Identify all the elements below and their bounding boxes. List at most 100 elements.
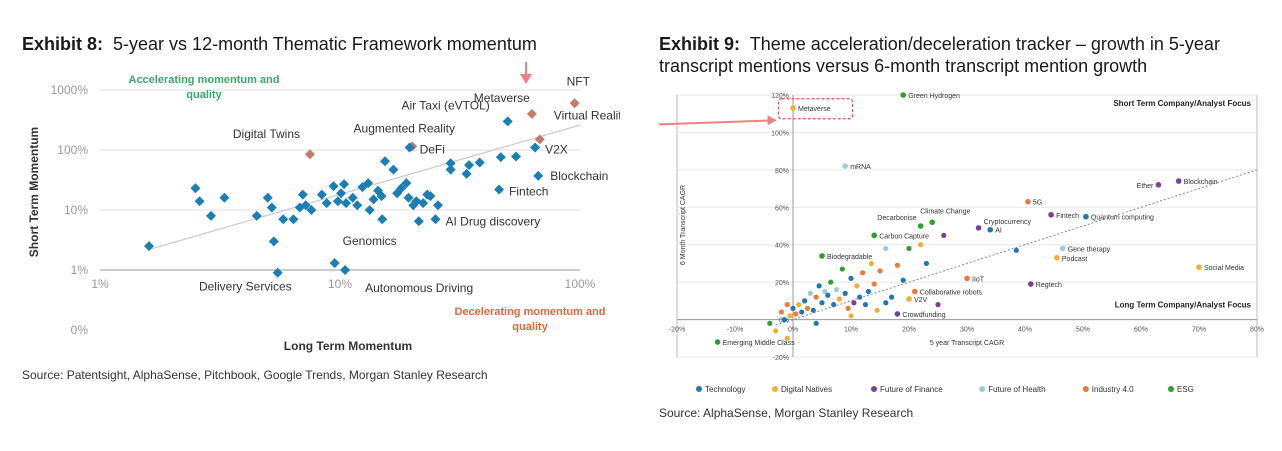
exhibit9-label: Exhibit 9: — [659, 34, 741, 54]
quadrant-label-accelerating-line2: quality — [186, 89, 222, 101]
legend-label-future-of-finance: Future of Finance — [880, 385, 943, 394]
data-label-emerging-middle-class: Emerging Middle Class — [723, 340, 795, 347]
data-label-defi: DeFi — [420, 143, 445, 157]
data-point — [1013, 247, 1019, 253]
data-point — [510, 151, 521, 162]
data-point — [339, 179, 350, 190]
legend-marker-future-of-finance — [871, 386, 877, 392]
data-point — [941, 232, 947, 238]
data-point — [839, 266, 845, 272]
data-point-virtual-reality — [534, 134, 545, 145]
y-axis-title: Short Term Momentum — [27, 127, 41, 257]
data-point — [857, 294, 863, 300]
data-point — [316, 189, 327, 200]
data-label-fintech: Fintech — [509, 184, 548, 198]
data-point-iiot — [964, 275, 970, 282]
exhibit8-source: Source: Patentsight, AlphaSense, Pitchbo… — [22, 368, 488, 382]
data-label-green-hydrogen: Green Hydrogen — [908, 93, 960, 100]
data-label-metaverse: Metaverse — [798, 106, 831, 113]
data-point — [862, 302, 869, 308]
data-point-quantum-computing — [1083, 213, 1089, 220]
legend-marker-esg — [1168, 386, 1174, 392]
y-tick-label: 120% — [771, 93, 789, 100]
data-point — [445, 158, 456, 169]
exhibit8-title-text: 5-year vs 12-month Thematic Framework mo… — [113, 34, 537, 54]
data-point — [432, 200, 443, 211]
data-point-autonomous-driving — [340, 265, 351, 275]
data-point — [883, 300, 889, 306]
data-point — [262, 192, 273, 203]
x-tick-label: 10% — [844, 327, 858, 334]
data-point — [796, 302, 802, 308]
corner-label-short-term: Short Term Company/Analyst Focus — [1113, 99, 1251, 108]
data-label-delivery-services: Delivery Services — [199, 280, 292, 294]
data-point — [807, 290, 813, 296]
data-point-social-media — [1196, 264, 1202, 270]
data-point — [845, 305, 851, 311]
legend-label-industry-4-0: Industry 4.0 — [1092, 385, 1134, 394]
data-point-carbon-capture — [871, 232, 877, 239]
data-point — [923, 260, 929, 267]
data-point — [767, 320, 773, 326]
data-point — [906, 245, 912, 252]
data-label-ai-drug-discovery: AI Drug discovery — [446, 214, 541, 228]
exhibit9-panel: Exhibit 9: Theme acceleration/decelerati… — [640, 0, 1282, 451]
data-point — [495, 152, 506, 163]
data-point-climate-change — [929, 219, 935, 226]
data-label-decarbonise: Decarbonise — [877, 215, 916, 222]
data-label-v2x: V2X — [545, 143, 568, 157]
data-point — [336, 188, 347, 199]
x-tick-label: 1% — [91, 277, 109, 291]
data-point — [816, 283, 822, 289]
data-label-v2v: V2V — [914, 297, 928, 304]
exhibit8-panel: Exhibit 8: 5-year vs 12-month Thematic F… — [0, 0, 620, 451]
data-label-ether: Ether — [1137, 183, 1154, 190]
data-label-gene-therapy: Gene therapy — [1068, 246, 1111, 253]
data-point — [474, 157, 485, 168]
data-point — [778, 309, 784, 315]
exhibit9-chart: -20%0%20%40%60%80%100%120%-20%-10%0%10%2… — [659, 92, 1264, 394]
data-label-air-taxi-evtol: Air Taxi (eVTOL) — [402, 98, 490, 112]
data-point — [854, 283, 860, 289]
data-point-mrna — [842, 163, 848, 169]
data-point — [773, 328, 779, 334]
data-point-v2x — [530, 142, 541, 153]
data-point — [793, 311, 799, 317]
data-point — [784, 302, 790, 308]
data-label-digital-twins: Digital Twins — [233, 127, 300, 141]
data-point — [871, 281, 877, 287]
data-point — [851, 300, 857, 306]
data-label-genomics: Genomics — [343, 234, 397, 248]
data-point-regtech — [1028, 281, 1034, 287]
data-point — [833, 287, 840, 293]
x-tick-label: 70% — [1192, 327, 1206, 334]
data-label-climate-change: Climate Change — [920, 208, 970, 215]
data-point-decarbonise — [917, 223, 924, 229]
x-axis-title: Long Term Momentum — [284, 339, 412, 353]
data-point-biodegradable — [819, 253, 825, 259]
legend-marker-industry-4-0 — [1082, 386, 1089, 392]
data-point — [194, 196, 205, 207]
data-point — [268, 236, 279, 247]
data-point — [363, 178, 374, 189]
data-point — [813, 320, 819, 326]
data-point-delivery-services — [272, 267, 283, 278]
data-point — [368, 194, 379, 205]
data-point — [865, 288, 871, 295]
y-tick-label: 40% — [775, 243, 789, 250]
data-point — [918, 242, 924, 248]
data-point — [819, 300, 825, 306]
data-point-fintech — [1048, 211, 1054, 218]
x-tick-label: 10% — [328, 277, 352, 291]
data-point — [790, 305, 796, 311]
quadrant-label-decelerating: Decelerating momentum and — [455, 306, 606, 318]
highlight-arrow-head — [520, 74, 532, 84]
y-tick-label: 1000% — [51, 83, 89, 97]
data-point — [889, 294, 895, 300]
data-point — [300, 200, 311, 211]
y-tick-label: 1% — [71, 263, 89, 277]
data-point — [874, 307, 880, 313]
data-point — [403, 192, 414, 203]
exhibit9-title-line2: transcript mentions versus 6-month trans… — [659, 56, 1148, 76]
data-point — [883, 245, 889, 252]
